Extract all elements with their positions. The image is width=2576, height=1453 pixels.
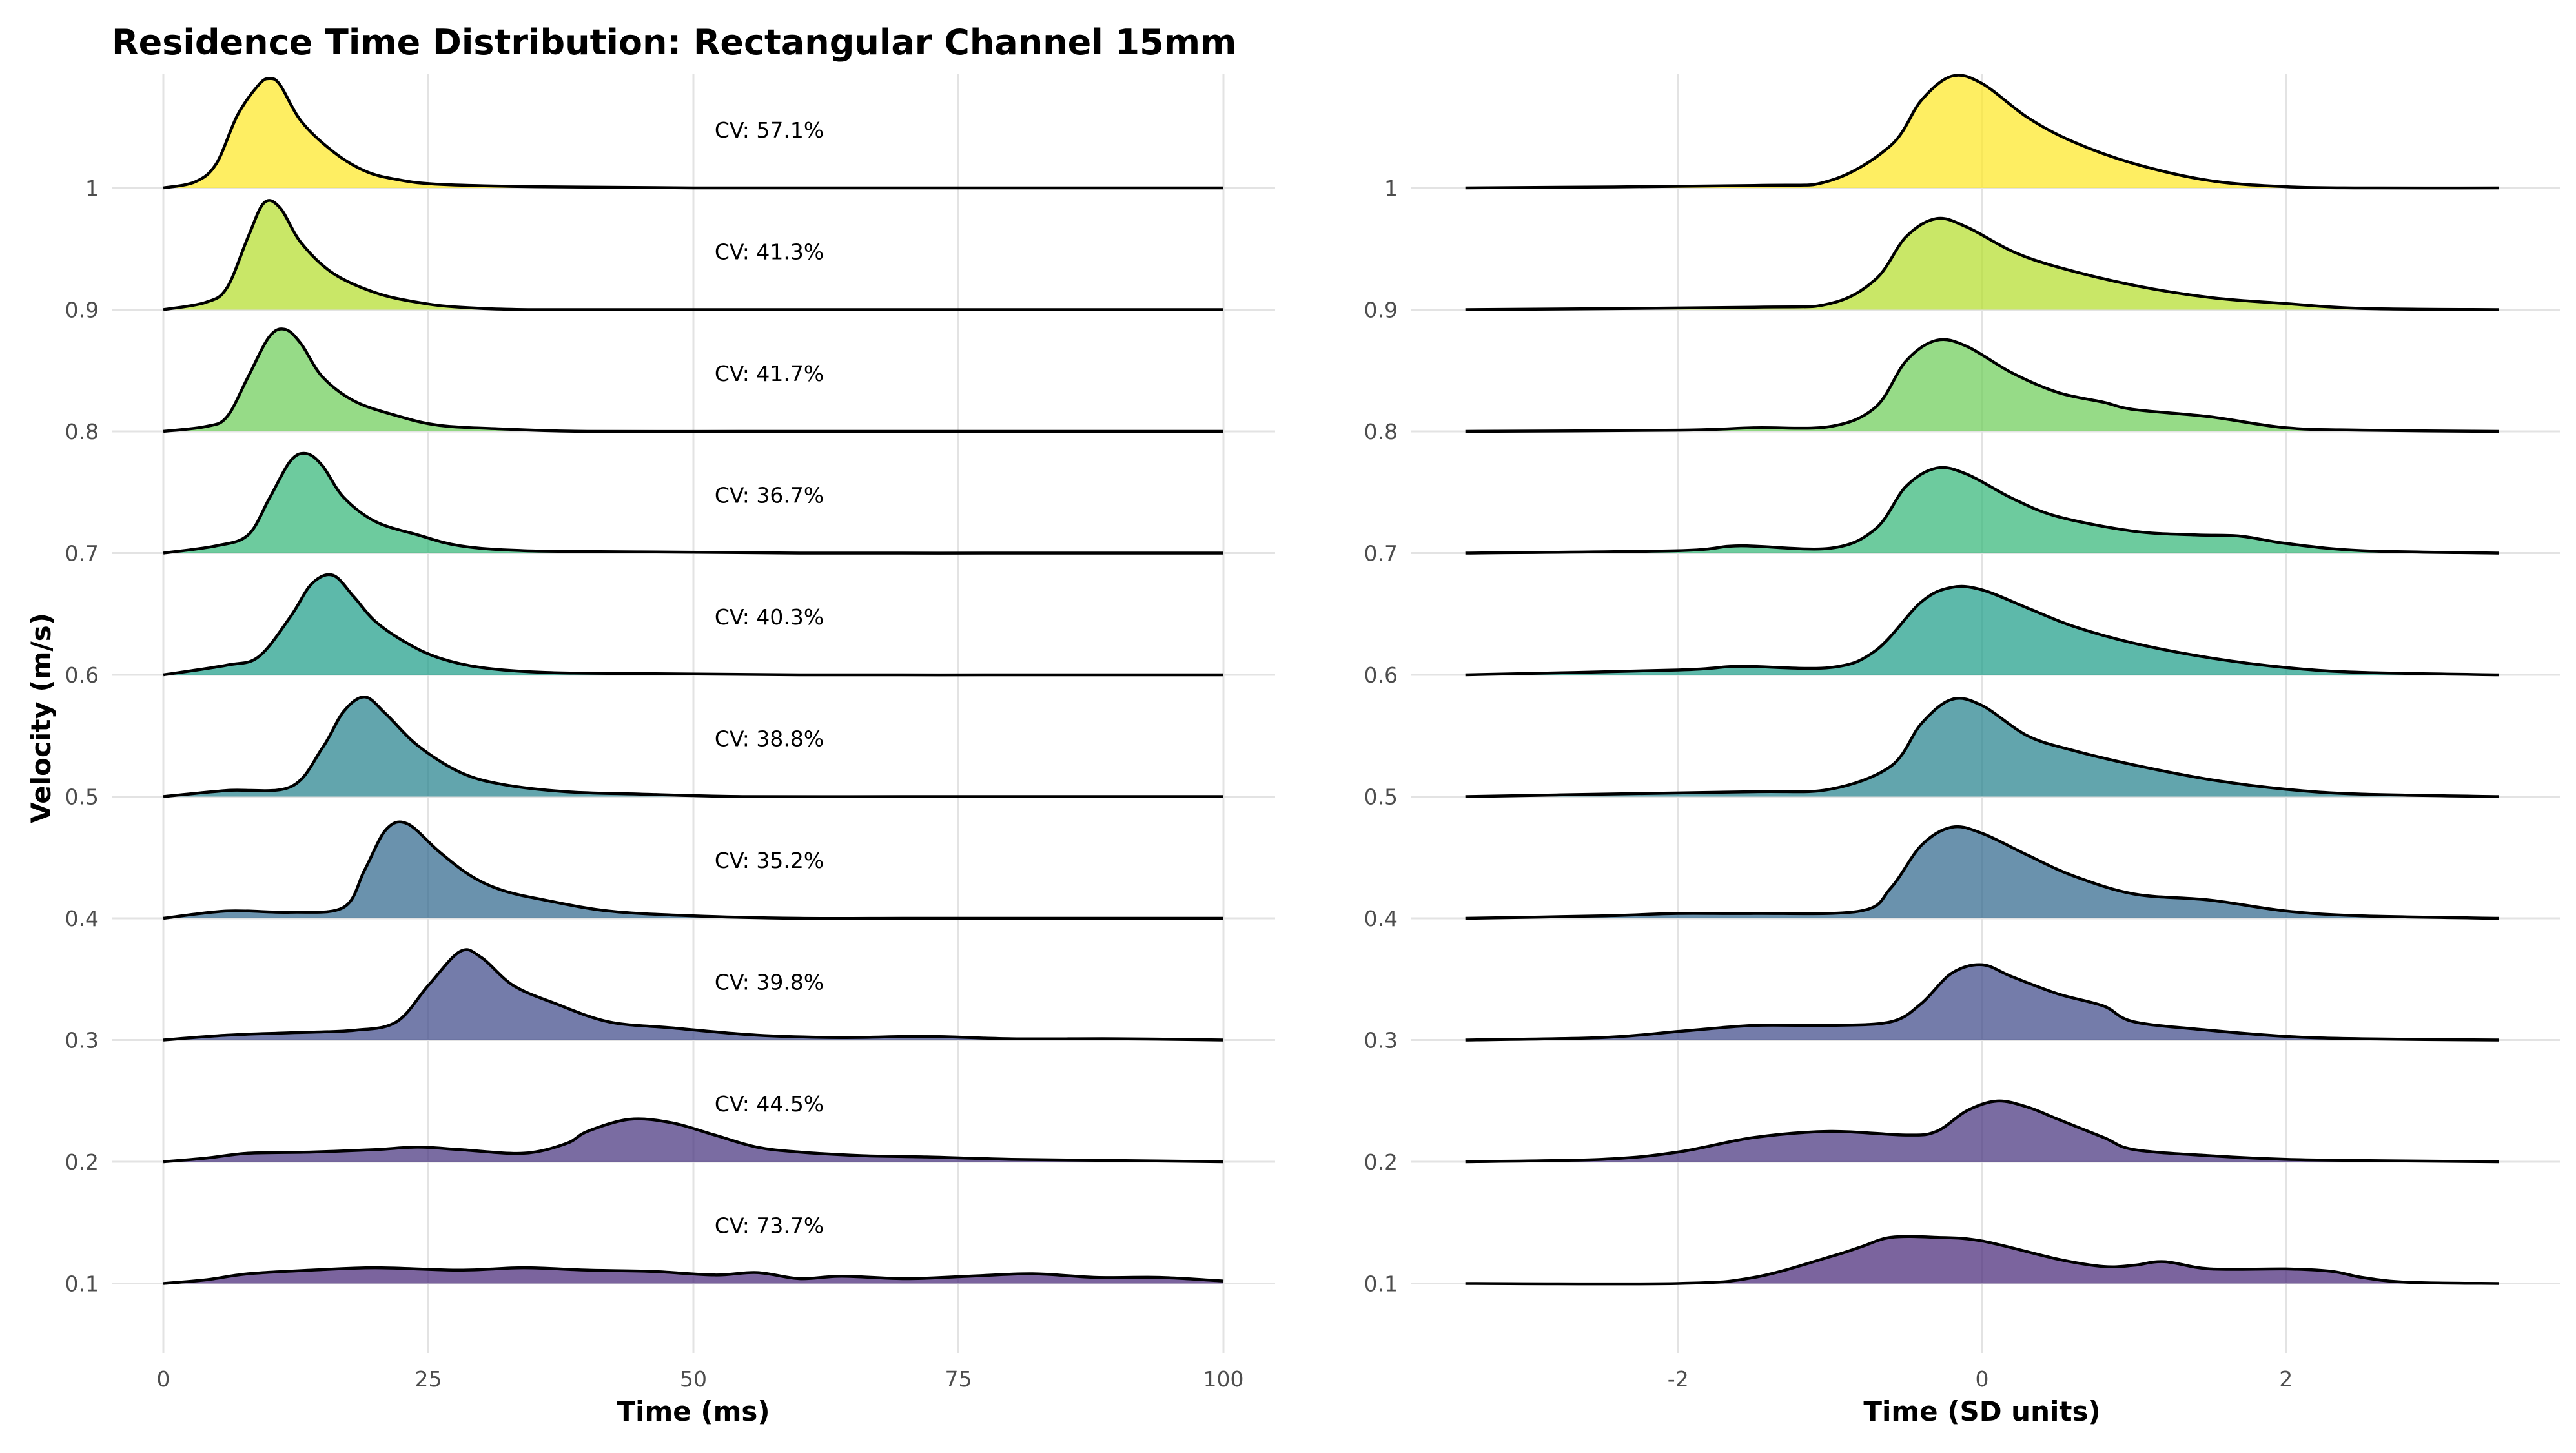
- x-tick-label-time-sd: 0: [1976, 1366, 1989, 1392]
- ridge-area-0.4-time-sd: [1465, 827, 2499, 918]
- cv-annotation: CV: 38.8%: [715, 726, 824, 752]
- y-tick-label-time-ms: 0.5: [65, 785, 99, 810]
- x-tick-label-time-ms: 50: [680, 1366, 707, 1392]
- ridge-area-0.9-time-ms: [163, 200, 1223, 310]
- y-tick-label-time-sd: 0.5: [1364, 785, 1398, 810]
- cv-annotation: CV: 36.7%: [715, 483, 824, 508]
- y-tick-label-time-sd: 0.1: [1364, 1272, 1398, 1297]
- ridge-line-0.8-time-ms: [163, 327, 1223, 433]
- y-tick-label-time-sd: 1: [1384, 176, 1398, 201]
- y-tick-label-time-ms: 0.4: [65, 906, 99, 931]
- y-tick-label-time-sd: 0.6: [1364, 663, 1398, 688]
- panel-time-sd: -2 0 2 0.1 0.2 0.3 0.4 0.5 0.6 0.7 0.8 0.9 1 Time (SD…: [1364, 74, 2560, 1427]
- ridge-area-0.3-time-ms: [163, 949, 1223, 1040]
- ridge-line-0.9-time-sd: [1465, 216, 2499, 311]
- y-tick-label-time-sd: 0.7: [1364, 541, 1398, 566]
- x-tick-label-time-sd: 2: [2279, 1366, 2293, 1392]
- cv-annotation: CV: 41.7%: [715, 361, 824, 386]
- ridge-line-0.6-time-ms: [163, 573, 1223, 677]
- ridge-area-0.6-time-ms: [163, 574, 1223, 675]
- ridge-line-0.6-time-sd: [1465, 584, 2499, 677]
- ridge-area-0.1-time-sd: [1465, 1236, 2499, 1284]
- ridge-line-0.1-time-ms: [163, 1266, 1224, 1285]
- ridge-line-0.2-time-sd: [1465, 1099, 2499, 1164]
- ridge-area-0.7-time-sd: [1465, 467, 2499, 553]
- ridge-area-0.5-time-sd: [1465, 698, 2499, 797]
- x-tick-label-time-ms: 0: [157, 1366, 170, 1392]
- cv-annotation: CV: 73.7%: [715, 1213, 824, 1239]
- ridge-area-1-time-ms: [163, 78, 1223, 189]
- y-tick-label-time-ms: 0.6: [65, 663, 99, 688]
- ridge-line-0.9-time-ms: [163, 199, 1223, 312]
- chart-title: Residence Time Distribution: Rectangular…: [112, 22, 1236, 63]
- ridge-area-0.7-time-ms: [163, 453, 1223, 553]
- ridge-area-0.6-time-sd: [1465, 586, 2499, 675]
- y-tick-label-time-ms: 0.7: [65, 541, 99, 566]
- ridge-line-0.1-time-sd: [1465, 1235, 2499, 1286]
- x-tick-label-time-ms: 75: [945, 1366, 972, 1392]
- cv-annotation: CV: 41.3%: [715, 240, 824, 265]
- y-tick-label-time-ms: 0.2: [65, 1149, 99, 1175]
- ridge-line-1-time-sd: [1465, 74, 2499, 190]
- cv-annotation: CV: 35.2%: [715, 848, 824, 873]
- y-tick-label-time-ms: 1: [85, 176, 99, 201]
- y-tick-label-time-ms: 0.9: [65, 298, 99, 323]
- y-tick-label-time-ms: 0.8: [65, 419, 99, 444]
- y-tick-label-time-ms: 0.3: [65, 1028, 99, 1053]
- x-axis-label-time-sd: Time (SD units): [1863, 1396, 2100, 1427]
- cv-annotation: CV: 40.3%: [715, 604, 824, 630]
- ridge-area-0.3-time-sd: [1465, 964, 2499, 1040]
- x-tick-label-time-sd: -2: [1668, 1366, 1689, 1392]
- y-axis-label: Velocity (m/s): [25, 613, 57, 823]
- ridge-line-0.7-time-ms: [163, 451, 1223, 555]
- y-tick-label-time-ms: 0.1: [65, 1272, 99, 1297]
- ridge-area-0.8-time-sd: [1465, 339, 2499, 431]
- x-axis-label-time-ms: Time (ms): [617, 1396, 770, 1427]
- cv-annotation: CV: 39.8%: [715, 970, 824, 995]
- x-tick-label-time-ms: 100: [1203, 1366, 1244, 1392]
- y-tick-label-time-sd: 0.8: [1364, 419, 1398, 444]
- ridge-line-0.7-time-sd: [1465, 466, 2499, 555]
- ridge-area-1-time-sd: [1465, 75, 2499, 189]
- ridge-line-0.3-time-ms: [163, 948, 1224, 1042]
- ridge-line-0.8-time-sd: [1465, 338, 2499, 433]
- ridge-line-0.4-time-sd: [1465, 825, 2499, 920]
- ridge-area-0.9-time-sd: [1465, 218, 2499, 310]
- cv-annotation: CV: 44.5%: [715, 1091, 824, 1117]
- x-tick-label-time-ms: 25: [415, 1366, 442, 1392]
- y-tick-label-time-sd: 0.4: [1364, 906, 1398, 931]
- y-tick-label-time-sd: 0.9: [1364, 298, 1398, 323]
- ridge-line-0.4-time-ms: [163, 820, 1223, 920]
- ridge-area-0.5-time-ms: [163, 697, 1223, 797]
- ridge-line-0.2-time-ms: [163, 1117, 1224, 1164]
- ridge-area-0.4-time-ms: [163, 821, 1223, 919]
- ridge-line-0.5-time-ms: [163, 696, 1223, 799]
- cv-annotation: CV: 57.1%: [715, 118, 824, 143]
- ridge-area-0.2-time-ms: [163, 1118, 1223, 1162]
- ridge-line-1-time-ms: [163, 77, 1223, 190]
- ridge-line-0.5-time-sd: [1465, 697, 2499, 798]
- ridge-area-0.1-time-ms: [163, 1268, 1223, 1284]
- ridge-area-0.2-time-sd: [1465, 1100, 2499, 1162]
- y-tick-label-time-sd: 0.2: [1364, 1149, 1398, 1175]
- panel-time-ms: 0 25 50 75 100 0.1 0.2 0.3 0.4 0.5 0.6 0.7 0.8 0.9 1 CV…: [65, 74, 1275, 1427]
- y-tick-label-time-sd: 0.3: [1364, 1028, 1398, 1053]
- ridge-line-0.3-time-sd: [1465, 963, 2499, 1042]
